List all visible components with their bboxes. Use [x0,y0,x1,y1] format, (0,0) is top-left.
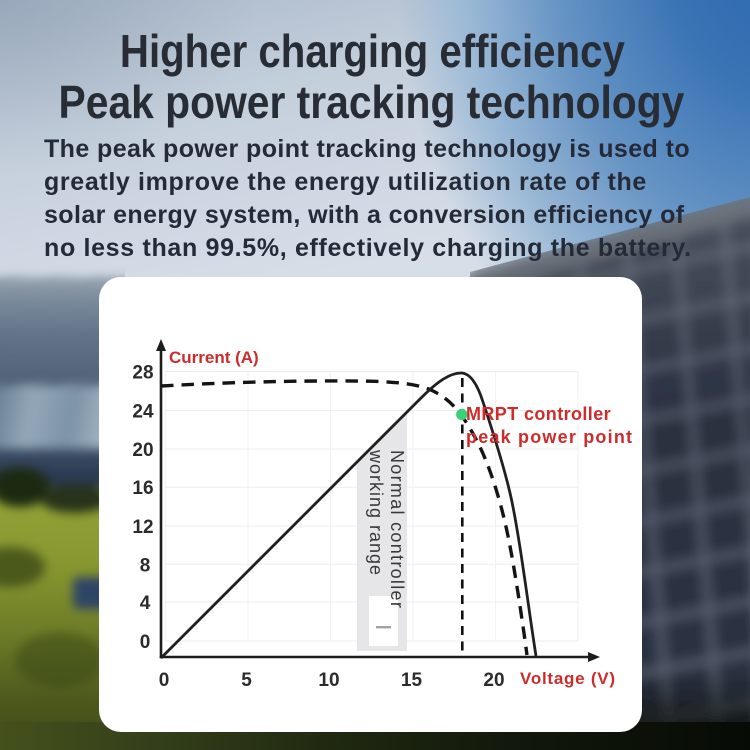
svg-text:0: 0 [140,632,151,653]
svg-text:10: 10 [318,670,339,691]
svg-text:0: 0 [159,670,170,691]
svg-text:5: 5 [241,670,252,691]
svg-text:28: 28 [132,363,153,384]
svg-text:20: 20 [132,440,153,461]
svg-text:12: 12 [132,517,153,538]
svg-text:24: 24 [132,402,154,423]
svg-text:20: 20 [483,670,504,691]
svg-text:16: 16 [132,478,153,499]
svg-text:15: 15 [401,670,423,691]
svg-text:4: 4 [140,593,151,614]
svg-text:8: 8 [140,555,151,576]
